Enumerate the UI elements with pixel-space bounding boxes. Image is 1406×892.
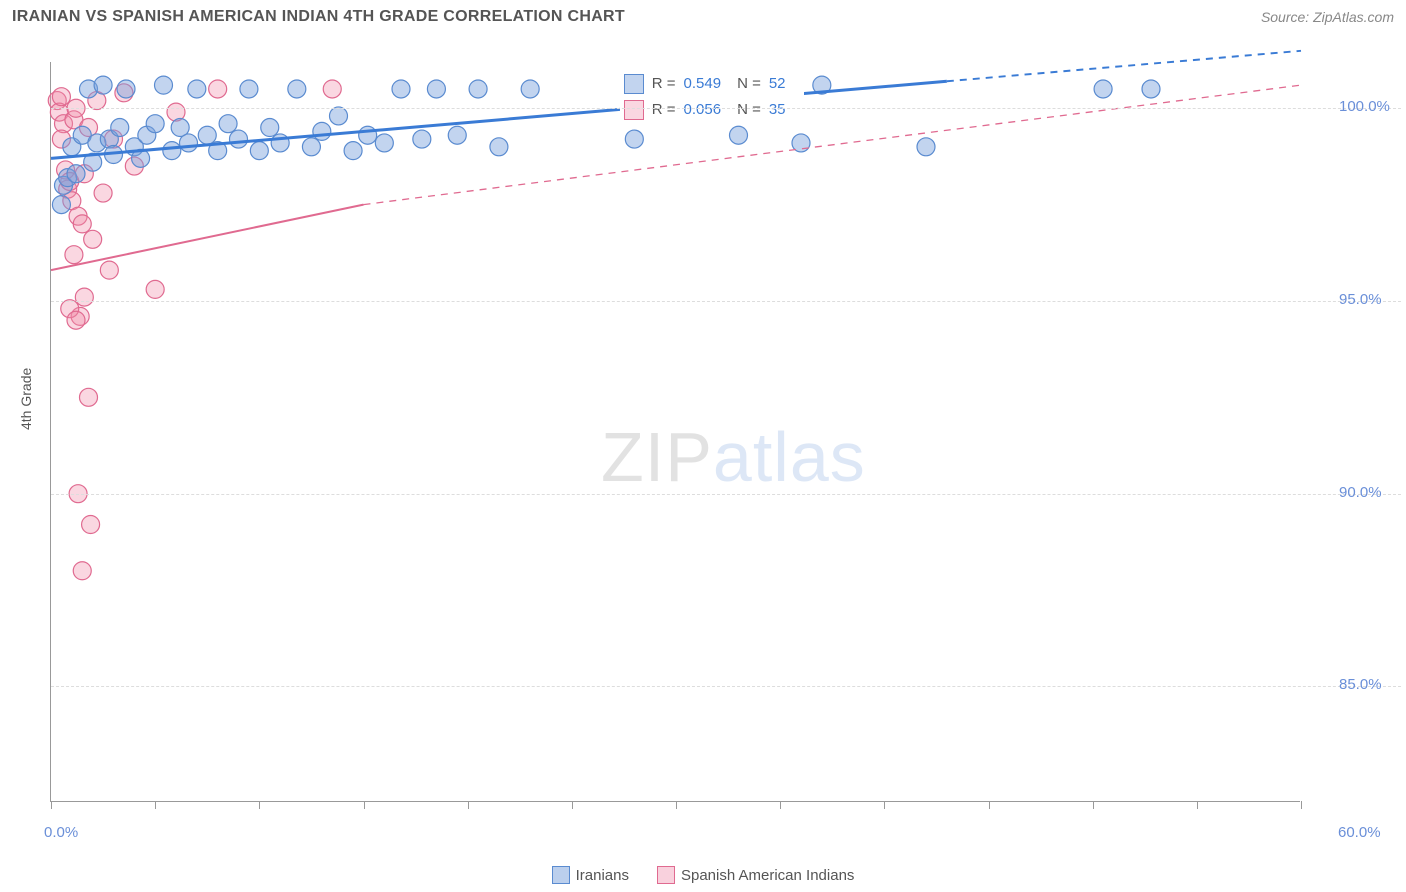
x-tick (676, 801, 677, 809)
stat-n-value: 35 (769, 98, 786, 122)
stat-n-label: N = (737, 72, 761, 96)
data-point (1094, 80, 1112, 98)
data-point (313, 122, 331, 140)
data-point (155, 76, 173, 94)
data-point (111, 119, 129, 137)
data-point (146, 280, 164, 298)
stats-swatch (624, 100, 644, 120)
data-point (917, 138, 935, 156)
stat-r-value: 0.056 (684, 98, 722, 122)
x-tick (364, 801, 365, 809)
x-tick (1093, 801, 1094, 809)
legend-item: Iranians (552, 866, 629, 884)
data-point (375, 134, 393, 152)
data-point (448, 126, 466, 144)
y-tick-label: 90.0% (1339, 484, 1382, 501)
data-point (219, 115, 237, 133)
data-point (67, 165, 85, 183)
x-tick (155, 801, 156, 809)
data-point (100, 261, 118, 279)
x-axis-min-label: 0.0% (44, 824, 78, 841)
data-point (67, 311, 85, 329)
chart-header: IRANIAN VS SPANISH AMERICAN INDIAN 4TH G… (0, 0, 1406, 32)
data-point (427, 80, 445, 98)
trend-line (947, 51, 1301, 81)
data-point (180, 134, 198, 152)
stat-n-value: 52 (769, 72, 786, 96)
data-point (163, 142, 181, 160)
chart-legend: Iranians Spanish American Indians (0, 866, 1406, 884)
data-point (209, 80, 227, 98)
legend-label: Spanish American Indians (681, 867, 854, 884)
correlation-stats-box: R = 0.549 N = 52 R = 0.056 N = 35 (620, 69, 804, 125)
data-point (730, 126, 748, 144)
data-point (75, 288, 93, 306)
y-tick-label: 100.0% (1339, 98, 1390, 115)
data-point (80, 388, 98, 406)
grid-line (51, 494, 1401, 495)
data-point (230, 130, 248, 148)
grid-line (51, 686, 1401, 687)
data-point (65, 246, 83, 264)
stats-row: R = 0.056 N = 35 (620, 97, 804, 123)
legend-label: Iranians (576, 867, 629, 884)
data-point (490, 138, 508, 156)
data-point (521, 80, 539, 98)
y-tick-label: 95.0% (1339, 291, 1382, 308)
data-point (413, 130, 431, 148)
data-point (288, 80, 306, 98)
data-point (469, 80, 487, 98)
stat-r-label: R = (652, 98, 676, 122)
x-axis-max-label: 60.0% (1338, 824, 1381, 841)
data-point (1142, 80, 1160, 98)
data-point (146, 115, 164, 133)
data-point (392, 80, 410, 98)
x-tick (51, 801, 52, 809)
x-tick (884, 801, 885, 809)
stat-r-value: 0.549 (684, 72, 722, 96)
y-axis-title: 4th Grade (18, 368, 34, 430)
x-tick (468, 801, 469, 809)
data-point (261, 119, 279, 137)
data-point (330, 107, 348, 125)
data-point (82, 516, 100, 534)
data-point (94, 184, 112, 202)
plot-svg (51, 62, 1301, 802)
data-point (52, 88, 70, 106)
data-point (117, 80, 135, 98)
stats-row: R = 0.549 N = 52 (620, 71, 804, 97)
data-point (52, 196, 70, 214)
legend-item: Spanish American Indians (657, 866, 854, 884)
scatter-chart: ZIPatlas R = 0.549N = 52R = 0.056N = 35 … (50, 62, 1300, 802)
x-tick (259, 801, 260, 809)
chart-title: IRANIAN VS SPANISH AMERICAN INDIAN 4TH G… (12, 8, 625, 26)
data-point (323, 80, 341, 98)
data-point (625, 130, 643, 148)
grid-line (51, 301, 1401, 302)
stat-n-label: N = (737, 98, 761, 122)
stat-r-label: R = (652, 72, 676, 96)
x-tick (780, 801, 781, 809)
data-point (240, 80, 258, 98)
data-point (198, 126, 216, 144)
stats-swatch (624, 74, 644, 94)
x-tick (989, 801, 990, 809)
data-point (188, 80, 206, 98)
grid-line (51, 108, 1401, 109)
data-point (84, 230, 102, 248)
data-point (73, 562, 91, 580)
y-tick-label: 85.0% (1339, 676, 1382, 693)
x-tick (1197, 801, 1198, 809)
data-point (344, 142, 362, 160)
chart-source: Source: ZipAtlas.com (1261, 9, 1394, 25)
data-point (250, 142, 268, 160)
x-tick (572, 801, 573, 809)
legend-swatch (657, 866, 675, 884)
data-point (73, 215, 91, 233)
legend-swatch (552, 866, 570, 884)
data-point (359, 126, 377, 144)
data-point (94, 76, 112, 94)
data-point (302, 138, 320, 156)
x-tick (1301, 801, 1302, 809)
